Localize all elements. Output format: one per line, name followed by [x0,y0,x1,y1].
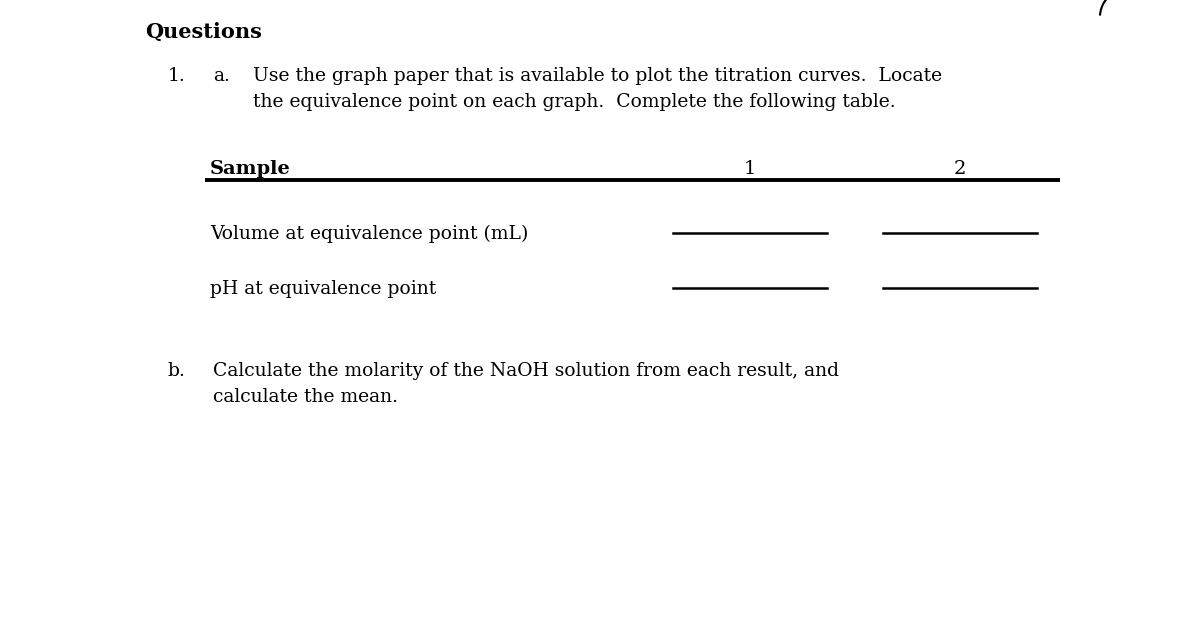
Text: Sample: Sample [210,160,291,178]
Text: calculate the mean.: calculate the mean. [213,388,398,406]
Text: Use the graph paper that is available to plot the titration curves.  Locate: Use the graph paper that is available to… [253,67,942,85]
Text: Calculate the molarity of the NaOH solution from each result, and: Calculate the molarity of the NaOH solut… [213,362,839,380]
Text: Questions: Questions [145,22,262,42]
Text: the equivalence point on each graph.  Complete the following table.: the equivalence point on each graph. Com… [253,93,895,111]
Text: a.: a. [213,67,230,85]
Text: 2: 2 [954,160,966,178]
Text: 1: 1 [743,160,756,178]
Text: pH at equivalence point: pH at equivalence point [210,280,436,298]
Text: Volume at equivalence point (mL): Volume at equivalence point (mL) [210,225,529,243]
Text: b.: b. [168,362,186,380]
Text: 1.: 1. [168,67,186,85]
